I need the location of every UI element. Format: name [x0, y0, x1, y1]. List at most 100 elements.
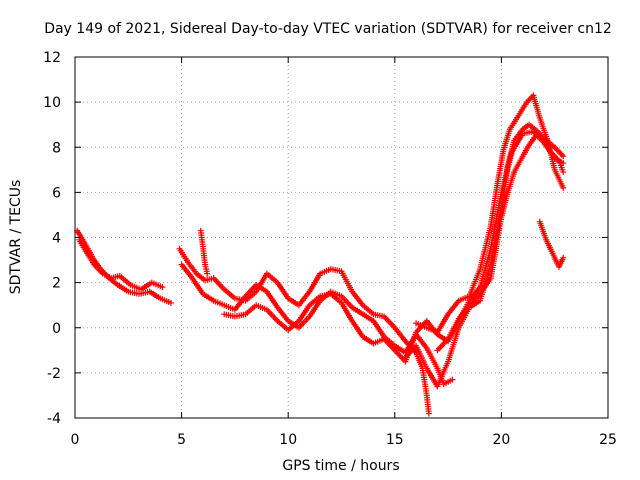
data-point-markers: [327, 290, 343, 305]
data-point-markers: [263, 288, 280, 309]
data-point-markers: [466, 268, 483, 300]
data-point-markers: [466, 285, 482, 304]
data-point-markers: [76, 236, 88, 253]
data-point-markers: [487, 241, 500, 282]
series-track-j: [197, 227, 211, 277]
data-point-marker: [560, 254, 567, 261]
data-point-markers: [434, 337, 450, 354]
data-point-markers: [504, 139, 517, 169]
data-point-markers: [487, 184, 500, 230]
data-point-markers: [494, 148, 507, 189]
data-point-markers: [338, 293, 354, 309]
y-tick-label: 6: [52, 185, 61, 201]
data-point-markers: [359, 302, 375, 316]
data-point-markers: [74, 227, 84, 239]
data-point-markers: [556, 157, 566, 173]
data-point-markers: [148, 279, 164, 290]
data-point-markers: [306, 294, 322, 309]
data-point-markers: [274, 304, 290, 323]
data-point-markers: [193, 270, 207, 282]
y-tick-label: 8: [52, 140, 61, 156]
data-point-markers: [515, 101, 529, 119]
data-point-markers: [556, 256, 566, 270]
data-point-markers: [504, 171, 517, 196]
series-track-i: [536, 218, 567, 270]
data-point-markers: [138, 280, 153, 293]
data-point-markers: [359, 311, 375, 323]
data-point-markers: [413, 320, 428, 330]
data-point-markers: [547, 148, 561, 163]
series-track-a: [74, 227, 174, 306]
data-point-markers: [295, 315, 311, 331]
x-tick-label: 25: [599, 432, 617, 448]
data-point-markers: [253, 302, 268, 312]
data-point-markers: [511, 155, 525, 176]
data-point-markers: [116, 272, 132, 287]
data-point-marker: [204, 270, 211, 277]
y-tick-label: 10: [43, 95, 61, 111]
x-tick-label: 5: [177, 432, 186, 448]
data-point-markers: [511, 128, 525, 144]
data-point-markers: [82, 248, 96, 266]
data-point-markers: [477, 247, 494, 291]
data-point-markers: [210, 275, 226, 291]
data-point-markers: [338, 299, 355, 323]
data-point-markers: [526, 134, 538, 148]
data-point-markers: [477, 276, 493, 297]
data-point-markers: [498, 191, 511, 221]
data-point-markers: [99, 270, 113, 280]
y-tick-label: -4: [47, 411, 61, 427]
data-point-markers: [349, 304, 364, 317]
data-point-markers: [500, 128, 513, 153]
data-point-markers: [78, 234, 90, 250]
data-point-markers: [381, 313, 397, 330]
data-point-markers: [445, 326, 462, 365]
data-point-markers: [413, 342, 429, 370]
data-point-markers: [306, 299, 322, 320]
data-point-markers: [455, 294, 471, 304]
data-point-markers: [253, 281, 269, 294]
data-point-markers: [455, 303, 472, 322]
series-line: [76, 230, 172, 304]
data-point-markers: [263, 270, 279, 285]
data-point-markers: [419, 365, 430, 397]
data-point-markers: [285, 295, 301, 308]
data-point-markers: [477, 225, 494, 273]
data-point-markers: [242, 290, 258, 304]
data-point-markers: [423, 324, 439, 335]
axis-ticks: 0 5 10 15 20 25 -4 -2 0 2 4 6 8 10 12: [43, 50, 617, 448]
data-point-markers: [445, 299, 461, 318]
data-point-markers: [263, 306, 279, 323]
data-point-markers: [197, 227, 206, 248]
data-point-markers: [536, 218, 549, 241]
data-point-marker: [425, 410, 432, 417]
series-track-h: [434, 133, 567, 354]
data-point-markers: [231, 294, 248, 313]
data-point-markers: [199, 243, 208, 266]
data-point-markers: [221, 286, 237, 300]
data-point-markers: [434, 360, 451, 390]
data-point-markers: [210, 297, 226, 308]
data-point-markers: [359, 333, 375, 346]
data-point-markers: [349, 288, 365, 307]
data-point-marker: [560, 153, 567, 160]
data-point-markers: [381, 336, 397, 352]
data-point-markers: [434, 313, 450, 336]
data-point-markers: [146, 288, 162, 301]
data-point-markers: [91, 261, 105, 276]
data-point-markers: [242, 303, 258, 318]
x-tick-label: 20: [492, 432, 510, 448]
x-tick-label: 10: [279, 432, 297, 448]
data-point-markers: [176, 245, 190, 264]
data-point-markers: [231, 311, 247, 320]
data-point-markers: [295, 303, 312, 324]
data-point-marker: [560, 169, 567, 176]
data-point-markers: [466, 292, 482, 309]
data-point-markers: [526, 121, 539, 134]
y-tick-label: -2: [47, 366, 61, 382]
data-point-markers: [221, 311, 236, 319]
data-point-marker: [167, 299, 174, 306]
data-point-markers: [185, 259, 199, 275]
data-point-markers: [530, 92, 543, 119]
